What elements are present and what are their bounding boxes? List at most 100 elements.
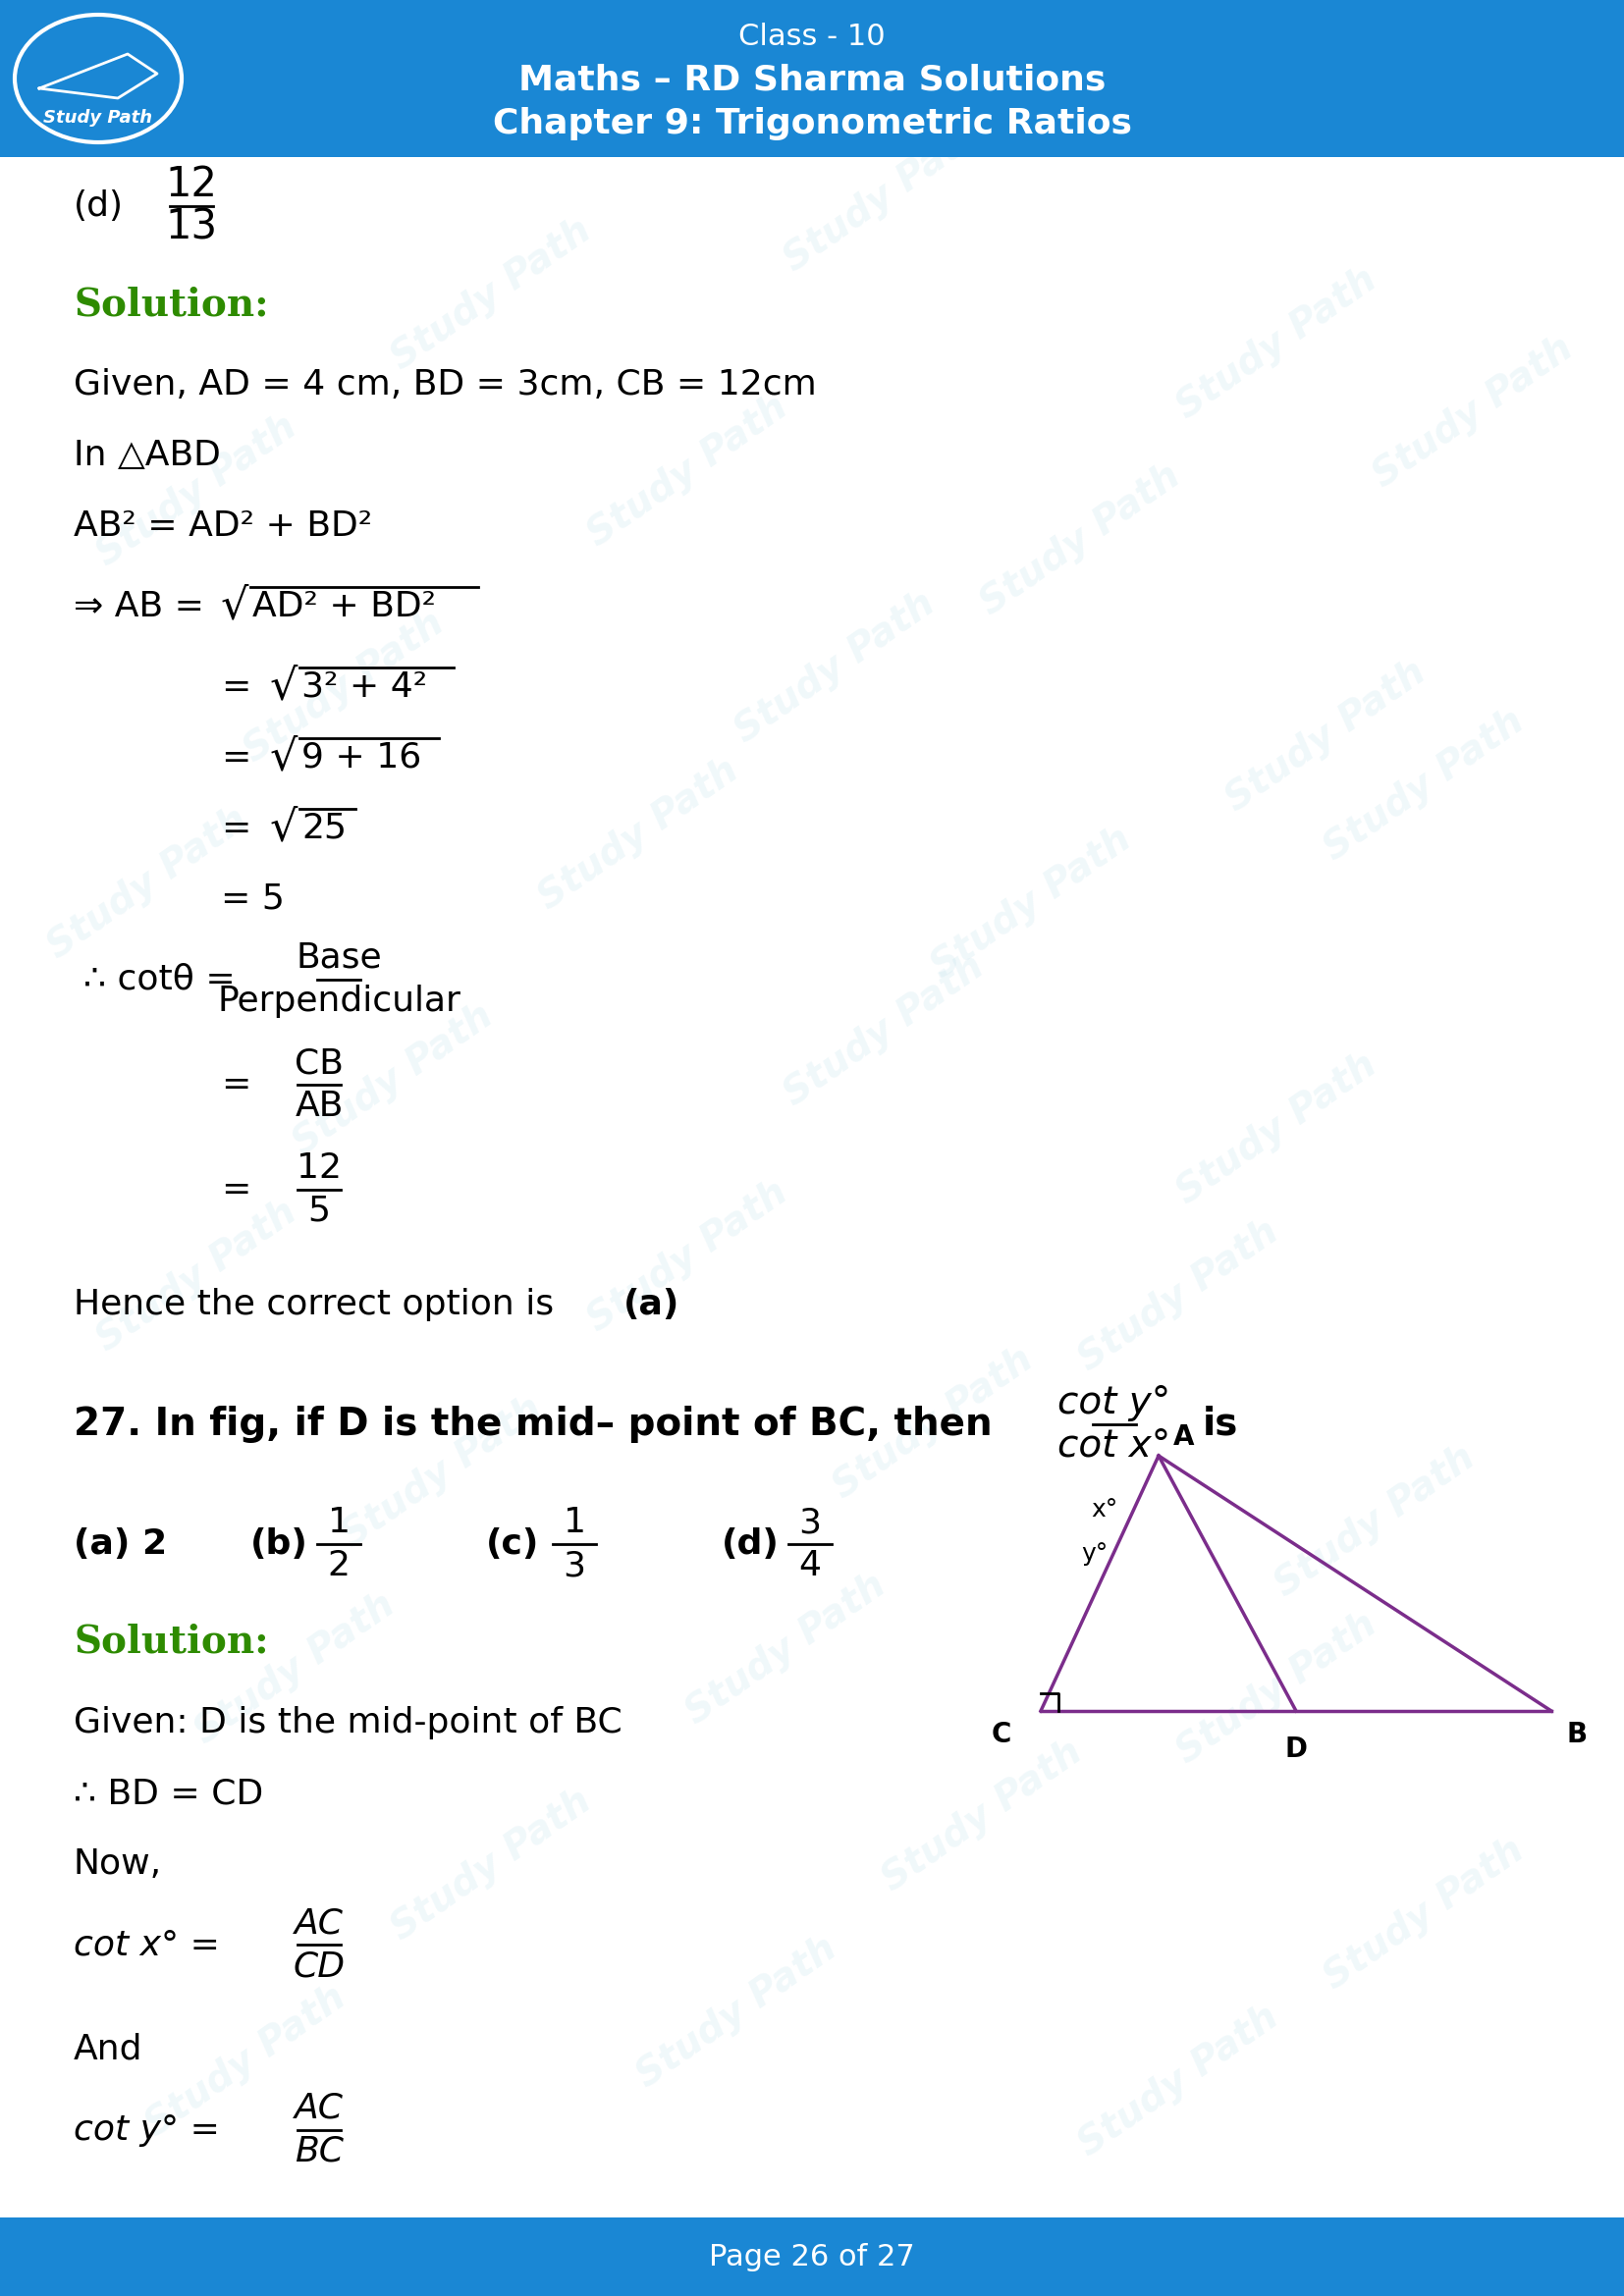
Text: Study Path: Study Path <box>44 108 153 126</box>
Text: Given: D is the mid-point of BC: Given: D is the mid-point of BC <box>73 1706 622 1740</box>
Text: 13: 13 <box>166 207 218 248</box>
Text: Study Path: Study Path <box>728 585 942 751</box>
Text: 3: 3 <box>799 1506 822 1538</box>
Text: Study Path: Study Path <box>1072 1998 1285 2163</box>
Text: ∴ BD = CD: ∴ BD = CD <box>73 1777 263 1809</box>
Text: Study Path: Study Path <box>383 1782 598 1947</box>
Text: Study Path: Study Path <box>1169 1047 1384 1212</box>
Text: 12: 12 <box>297 1150 341 1185</box>
Text: 3: 3 <box>564 1550 586 1582</box>
Text: Class - 10: Class - 10 <box>739 23 885 51</box>
Text: =: = <box>221 813 250 845</box>
Text: In △ABD: In △ABD <box>73 439 221 473</box>
Text: Study Path: Study Path <box>89 409 304 574</box>
Text: √: √ <box>270 737 297 778</box>
Text: = 5: = 5 <box>221 882 284 916</box>
Text: Study Path: Study Path <box>383 211 598 377</box>
Text: And: And <box>73 2032 143 2066</box>
Bar <box>0 0 1624 156</box>
Text: Base: Base <box>296 941 382 976</box>
Text: Study Path: Study Path <box>1072 1212 1285 1378</box>
Text: CB: CB <box>294 1047 344 1079</box>
Text: Study Path: Study Path <box>237 604 451 769</box>
Text: Chapter 9: Trigonometric Ratios: Chapter 9: Trigonometric Ratios <box>492 108 1132 140</box>
Text: 12: 12 <box>166 163 218 204</box>
Text: 5: 5 <box>309 1194 330 1228</box>
Text: Study Path: Study Path <box>89 1194 304 1359</box>
Text: Study Path: Study Path <box>580 388 794 553</box>
Text: (a): (a) <box>624 1288 680 1320</box>
Text: cot y°: cot y° <box>1057 1384 1171 1421</box>
Text: √: √ <box>270 666 297 707</box>
Text: ⇒ AB =: ⇒ AB = <box>73 590 216 622</box>
Text: Study Path: Study Path <box>973 457 1187 622</box>
Text: cot y° =: cot y° = <box>73 2112 219 2147</box>
Text: 3² + 4²: 3² + 4² <box>302 670 427 705</box>
Text: Study Path: Study Path <box>679 1566 893 1731</box>
Text: AD² + BD²: AD² + BD² <box>252 590 435 622</box>
Text: Solution:: Solution: <box>73 1623 268 1660</box>
Text: cot x° =: cot x° = <box>73 1929 219 1961</box>
Text: AB² = AD² + BD²: AB² = AD² + BD² <box>73 510 372 542</box>
Text: =: = <box>221 1068 250 1102</box>
Text: A: A <box>1173 1424 1194 1451</box>
Text: 27. In fig, if D is the mid– point of BC, then: 27. In fig, if D is the mid– point of BC… <box>73 1405 992 1442</box>
Text: Page 26 of 27: Page 26 of 27 <box>710 2243 914 2271</box>
Text: (b): (b) <box>250 1527 309 1561</box>
Text: Study Path: Study Path <box>825 1341 1039 1506</box>
Text: is: is <box>1203 1405 1239 1442</box>
Text: Study Path: Study Path <box>580 1173 794 1339</box>
Text: 25: 25 <box>302 813 346 845</box>
Text: =: = <box>221 742 250 774</box>
Text: Study Path: Study Path <box>875 1733 1088 1899</box>
Text: (d): (d) <box>721 1527 780 1561</box>
Text: Study Path: Study Path <box>776 948 991 1114</box>
Text: Study Path: Study Path <box>187 1587 401 1752</box>
Text: 2: 2 <box>328 1550 351 1582</box>
Text: x°: x° <box>1091 1497 1117 1522</box>
Text: Now,: Now, <box>73 1848 162 1880</box>
Text: Study Path: Study Path <box>138 1979 352 2144</box>
Text: 9 + 16: 9 + 16 <box>302 742 422 774</box>
Text: Study Path: Study Path <box>1169 262 1384 427</box>
Text: Solution:: Solution: <box>73 285 268 324</box>
Text: (d): (d) <box>73 191 123 223</box>
Text: (a) 2: (a) 2 <box>73 1527 167 1561</box>
Text: Study Path: Study Path <box>1366 331 1580 496</box>
Text: y°: y° <box>1082 1543 1108 1566</box>
Text: AC: AC <box>294 1906 344 1940</box>
Text: Perpendicular: Perpendicular <box>218 985 461 1017</box>
Text: Maths – RD Sharma Solutions: Maths – RD Sharma Solutions <box>518 64 1106 96</box>
Text: cot x°: cot x° <box>1057 1428 1171 1465</box>
Text: Study Path: Study Path <box>1218 654 1432 820</box>
Text: Study Path: Study Path <box>924 820 1138 985</box>
Text: √: √ <box>270 808 297 850</box>
Text: D: D <box>1285 1736 1307 1763</box>
Text: (c): (c) <box>486 1527 539 1561</box>
Text: Study Path: Study Path <box>41 801 255 967</box>
Text: =: = <box>221 1173 250 1205</box>
Text: B: B <box>1566 1720 1587 1747</box>
Text: AB: AB <box>296 1091 343 1123</box>
Text: Study Path: Study Path <box>286 996 500 1162</box>
Ellipse shape <box>15 14 182 142</box>
Text: Study Path: Study Path <box>776 113 991 280</box>
Text: Study Path: Study Path <box>1317 1832 1531 1998</box>
Text: Study Path: Study Path <box>630 1929 843 2094</box>
Text: 1: 1 <box>564 1506 586 1538</box>
Bar <box>0 2218 1624 2296</box>
Text: ∴ cotθ =: ∴ cotθ = <box>83 962 235 996</box>
Text: AC: AC <box>294 2092 344 2126</box>
Text: Study Path: Study Path <box>1169 1605 1384 1770</box>
Text: BC: BC <box>294 2135 344 2167</box>
Text: =: = <box>221 670 250 705</box>
Text: Hence the correct option is: Hence the correct option is <box>73 1288 565 1320</box>
Text: CD: CD <box>292 1949 346 1984</box>
Text: Given, AD = 4 cm, BD = 3cm, CB = 12cm: Given, AD = 4 cm, BD = 3cm, CB = 12cm <box>73 367 817 402</box>
Text: Study Path: Study Path <box>1317 703 1531 868</box>
Text: √: √ <box>221 585 248 627</box>
Text: C: C <box>991 1720 1012 1747</box>
Text: Study Path: Study Path <box>335 1389 549 1554</box>
Text: Study Path: Study Path <box>1268 1440 1481 1605</box>
Text: Study Path: Study Path <box>531 751 745 916</box>
